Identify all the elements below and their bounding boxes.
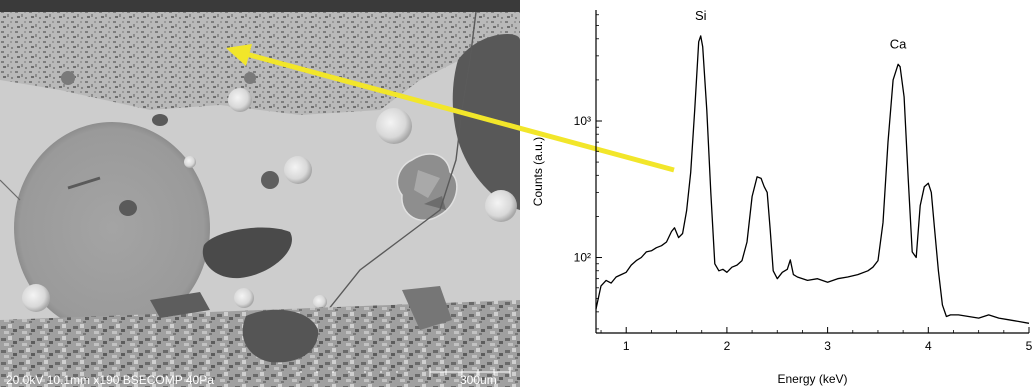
micrograph-caption: 20.0kV 10.1mm x190 BSECOMP 40Pa [6,373,214,387]
scale-bar [300,367,511,377]
plot-area: 1 2 3 4 5 10² 10³ Si Ca [574,8,1033,353]
peak-label: Ca [890,36,907,51]
x-tick-label: 4 [925,339,932,353]
y-tick-label: 10³ [574,114,591,128]
eds-spectrum-chart: 1 2 3 4 5 10² 10³ Si Ca Energy (keV) Counts (a.u… [531,8,1033,386]
x-tick-label: 3 [824,339,831,353]
x-tick-label: 1 [623,339,630,353]
y-tick-label: 10² [574,251,591,265]
dark-inclusion [452,34,520,210]
x-tick-label: 5 [1026,339,1033,353]
sem-micrograph: 20.0kV 10.1mm x190 BSECOMP 40Pa 300um [0,0,520,387]
x-tick-label: 2 [724,339,731,353]
spectrum-line [595,35,1030,324]
large-pore [14,122,210,334]
scale-label: 300um [460,373,497,387]
dark-void [202,227,292,279]
y-axis-label: Counts (a.u.) [531,137,545,206]
peak-label: Si [695,8,707,23]
crack [299,11,477,387]
x-axis-label: Energy (keV) [777,372,847,386]
speckled-zone [0,12,520,115]
